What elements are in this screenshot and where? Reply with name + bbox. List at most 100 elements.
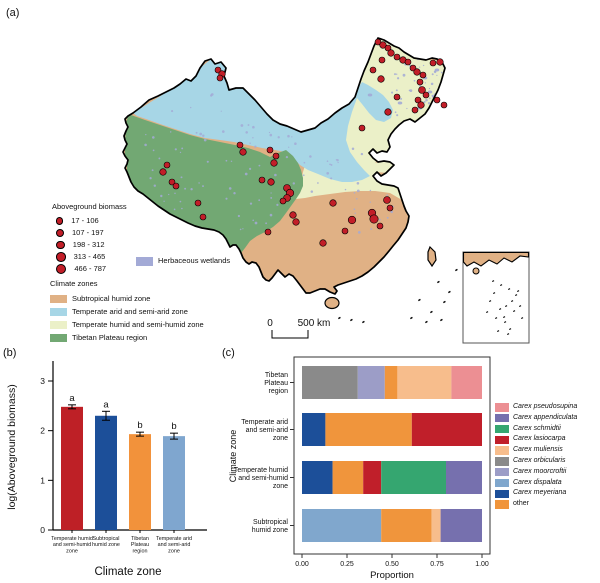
zone-tibetan-plateau: [125, 115, 303, 253]
climate-zone-label: Subtropical humid zone: [72, 294, 151, 303]
wetland-speckle: [394, 73, 396, 76]
wetland-speckle: [378, 218, 381, 221]
wetland-speckle: [265, 222, 268, 225]
wetland-speckle: [388, 159, 390, 161]
sample-point: [258, 176, 266, 184]
sig-letter: a: [103, 399, 109, 410]
wetland-speckle: [317, 182, 319, 184]
biomass-size-dot: [56, 240, 65, 250]
wetland-speckle: [428, 97, 431, 100]
inset-islet-mark: [500, 284, 503, 286]
wetlands-label: Herbaceous wetlands: [158, 256, 231, 265]
sample-point: [387, 49, 395, 57]
wetland-speckle: [163, 200, 165, 202]
wetland-speckle: [436, 107, 438, 110]
wetland-speckle: [151, 136, 155, 139]
stacked-segment: [325, 413, 412, 446]
wetland-speckle: [254, 221, 258, 225]
wetland-speckle: [202, 185, 204, 188]
coastal-islets: [338, 268, 458, 324]
wetland-speckle: [292, 182, 295, 185]
wetland-speckle: [360, 152, 364, 156]
panel-c-tag: (c): [222, 347, 235, 359]
species-swatch: [495, 413, 509, 423]
stacked-segment: [357, 366, 385, 399]
wetland-speckle: [149, 177, 152, 180]
x-category-label: Tibetan Plateau region: [131, 536, 149, 554]
species-label: Carex schmidtii: [513, 424, 561, 432]
species-label: Carex pseudosupina: [513, 403, 578, 410]
species-swatch: [495, 478, 509, 488]
sample-point: [369, 66, 377, 74]
inset-islet-mark: [497, 330, 500, 332]
inset-islet-mark: [492, 280, 495, 282]
inset-islet-mark: [502, 316, 506, 318]
sample-point: [239, 148, 247, 156]
wetland-speckle: [258, 199, 261, 202]
x-tick-label: 0.50: [385, 561, 399, 568]
wetland-speckle: [425, 98, 428, 102]
wetland-speckle: [239, 228, 242, 231]
y-tick-label: 3: [40, 376, 45, 386]
inset-islets: [486, 280, 524, 335]
x-tick-label: 1.00: [475, 561, 489, 568]
zone-temperate-arid: [133, 59, 393, 182]
bar-chart-y-axis-title: log(Aboveground biomass): [6, 384, 18, 510]
inset-islet-mark: [507, 333, 510, 335]
wetland-speckle: [269, 105, 273, 109]
wetland-speckle: [198, 182, 200, 184]
climate-zone-label: Temperate humid and semi-humid zone: [72, 320, 204, 329]
wetland-speckle: [386, 194, 388, 196]
wetland-speckle: [269, 133, 273, 137]
wetland-speckle: [220, 110, 222, 112]
wetland-speckle: [270, 192, 272, 194]
stacked-chart-panel: Tibetan Plateau region Temperate arid and se…: [228, 356, 491, 581]
wetland-speckle: [413, 79, 416, 82]
wetland-patch: [397, 101, 403, 105]
bar: [163, 436, 185, 530]
wetland-speckle: [428, 87, 431, 90]
sample-point: [404, 58, 412, 66]
wetland-speckle: [252, 137, 254, 139]
sample-point: [417, 101, 425, 109]
wetland-speckle: [356, 198, 358, 200]
sample-point: [279, 197, 287, 205]
climate-legend-item: Tibetan Plateau region: [50, 331, 204, 344]
sample-point: [377, 75, 385, 83]
wetland-speckle: [222, 130, 225, 133]
taiwan-island: [427, 245, 437, 268]
wetland-speckle: [230, 160, 233, 163]
biomass-class-label: 107 - 197: [72, 228, 104, 237]
species-legend-item: Carex orbicularis: [495, 456, 577, 467]
sample-point: [289, 211, 297, 219]
biomass-class-label: 466 - 787: [74, 264, 107, 273]
south-china-sea-inset: [462, 251, 530, 344]
wetland-speckle: [258, 164, 261, 167]
stacked-segment: [302, 509, 382, 542]
wetland-speckle: [344, 188, 347, 191]
wetland-speckle: [184, 187, 187, 190]
biomass-size-dot: [56, 263, 67, 275]
y-tick-label: 0: [40, 525, 45, 535]
sample-point: [329, 199, 337, 207]
stacked-segment: [302, 413, 326, 446]
wetland-patch: [427, 90, 433, 94]
wetland-speckle: [270, 196, 273, 199]
wetlands-legend: Herbaceous wetlands: [136, 255, 230, 267]
wetland-speckle: [351, 147, 355, 151]
inset-islet-mark: [495, 317, 498, 319]
wetland-speckle: [160, 194, 163, 198]
sample-point: [216, 74, 224, 82]
sample-point: [436, 58, 444, 66]
wetland-speckle: [438, 115, 441, 118]
wetland-speckle: [330, 163, 333, 166]
wetland-speckle: [277, 136, 280, 139]
climate-zones-legend: Climate zones Subtropical humid zone Temp…: [50, 277, 204, 344]
climate-legend-items: Subtropical humid zone Temperate arid and…: [50, 292, 204, 344]
wetland-speckle: [194, 229, 197, 233]
wetland-speckle: [386, 216, 389, 219]
wetland-speckle: [293, 122, 296, 125]
wetland-speckle: [394, 111, 397, 114]
